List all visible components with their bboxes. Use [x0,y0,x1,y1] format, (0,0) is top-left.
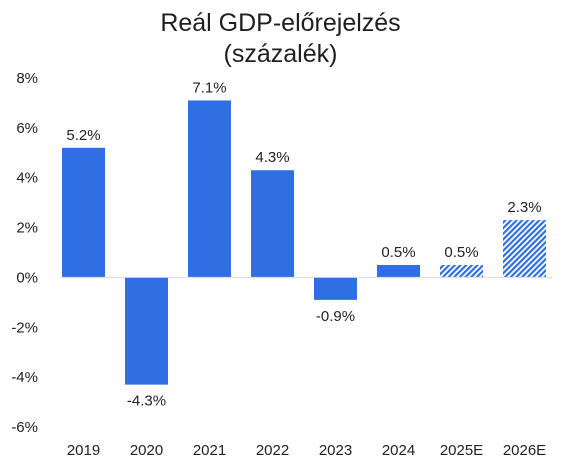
x-tick-label: 2023 [319,442,352,459]
data-label: 4.3% [255,149,289,166]
x-tick-label: 2024 [382,442,415,459]
x-tick-label: 2026E [503,442,546,459]
estimate-bar [440,264,483,278]
x-tick-label: 2021 [193,442,226,459]
y-tick-label: -6% [11,419,38,436]
x-tick-label: 2022 [256,442,289,459]
y-tick-label: 6% [16,120,38,137]
chart-title-line-1: Reál GDP-előrejelzés [160,9,401,37]
x-tick-label: 2025E [440,442,483,459]
data-label: 2.3% [507,199,541,216]
y-tick-label: 8% [16,70,38,87]
bar [62,147,105,278]
bar-series: 5.2% -4.3% 7.1% 4.3% -0.9% 0.5% 0.5% 2.3% [62,79,546,410]
chart-title-line-2: (százalék) [223,40,338,68]
chart-title: Reál GDP-előrejelzés (százalék) [0,8,561,70]
y-tick-label: -2% [11,319,38,336]
y-axis: 8% 6% 4% 2% 0% -2% -4% -6% [11,70,38,436]
y-tick-label: 0% [16,269,38,286]
data-label: -4.3% [127,393,166,410]
bar [377,264,420,278]
x-tick-label: 2019 [67,442,100,459]
y-tick-label: 4% [16,170,38,187]
y-tick-label: -4% [11,369,38,386]
estimate-bar [503,220,546,278]
bar [188,100,231,278]
bar [125,277,168,385]
data-label: -0.9% [316,308,355,325]
y-tick-label: 2% [16,220,38,237]
data-label: 5.2% [66,127,100,144]
bar [314,277,357,300]
x-tick-label: 2020 [130,442,163,459]
bar [251,170,294,278]
data-label: 0.5% [381,244,415,261]
data-label: 0.5% [444,244,478,261]
x-axis: 2019 2020 2021 2022 2023 2024 2025E 2026E [60,276,552,459]
data-label: 7.1% [192,79,226,96]
